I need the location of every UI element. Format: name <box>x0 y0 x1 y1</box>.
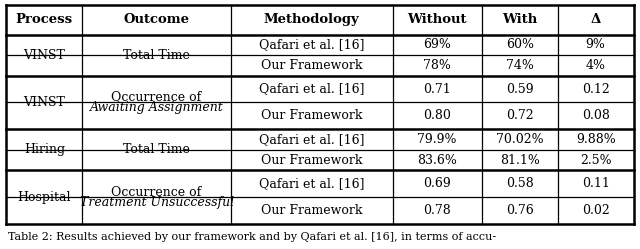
Text: 9.88%: 9.88% <box>576 133 616 146</box>
Text: Qafari et al. [16]: Qafari et al. [16] <box>259 177 365 190</box>
Text: 0.08: 0.08 <box>582 109 609 123</box>
Text: 0.72: 0.72 <box>506 109 534 123</box>
Text: Without: Without <box>408 13 467 26</box>
Text: Total Time: Total Time <box>123 49 190 62</box>
Text: Total Time: Total Time <box>123 143 190 156</box>
Text: 79.9%: 79.9% <box>417 133 457 146</box>
Text: 83.6%: 83.6% <box>417 154 457 167</box>
Text: Our Framework: Our Framework <box>261 204 362 217</box>
Text: 0.69: 0.69 <box>423 177 451 190</box>
Text: 0.80: 0.80 <box>423 109 451 123</box>
Text: Occurrence of: Occurrence of <box>111 186 202 199</box>
Text: 70.02%: 70.02% <box>496 133 543 146</box>
Text: Awaiting Assignment: Awaiting Assignment <box>90 101 223 114</box>
Text: Treatment Unsuccessful: Treatment Unsuccessful <box>79 195 234 209</box>
Text: Our Framework: Our Framework <box>261 154 362 167</box>
Text: 9%: 9% <box>586 38 605 51</box>
Text: 0.78: 0.78 <box>423 204 451 217</box>
Text: 0.76: 0.76 <box>506 204 534 217</box>
Text: VINST: VINST <box>24 49 65 62</box>
Text: 4%: 4% <box>586 59 605 72</box>
Text: 69%: 69% <box>423 38 451 51</box>
Text: Our Framework: Our Framework <box>261 109 362 123</box>
Text: Qafari et al. [16]: Qafari et al. [16] <box>259 38 365 51</box>
Text: With: With <box>502 13 538 26</box>
Text: Hospital: Hospital <box>18 191 71 204</box>
Text: 74%: 74% <box>506 59 534 72</box>
Text: 0.71: 0.71 <box>423 83 451 96</box>
Text: 0.59: 0.59 <box>506 83 534 96</box>
Text: Our Framework: Our Framework <box>261 59 362 72</box>
Text: Methodology: Methodology <box>264 13 360 26</box>
Text: Occurrence of: Occurrence of <box>111 91 202 104</box>
Text: Δ: Δ <box>591 13 601 26</box>
Text: 78%: 78% <box>423 59 451 72</box>
Text: VINST: VINST <box>24 96 65 109</box>
Text: Process: Process <box>16 13 73 26</box>
Text: Qafari et al. [16]: Qafari et al. [16] <box>259 133 365 146</box>
Text: 0.11: 0.11 <box>582 177 609 190</box>
Text: Outcome: Outcome <box>124 13 189 26</box>
Text: 81.1%: 81.1% <box>500 154 540 167</box>
Text: 2.5%: 2.5% <box>580 154 611 167</box>
Text: 0.02: 0.02 <box>582 204 609 217</box>
Text: Qafari et al. [16]: Qafari et al. [16] <box>259 83 365 96</box>
Text: Hiring: Hiring <box>24 143 65 156</box>
Text: 0.12: 0.12 <box>582 83 609 96</box>
Text: 60%: 60% <box>506 38 534 51</box>
Text: 0.58: 0.58 <box>506 177 534 190</box>
Text: Table 2: Results achieved by our framework and by Qafari et al. [16], in terms o: Table 2: Results achieved by our framewo… <box>8 232 496 242</box>
